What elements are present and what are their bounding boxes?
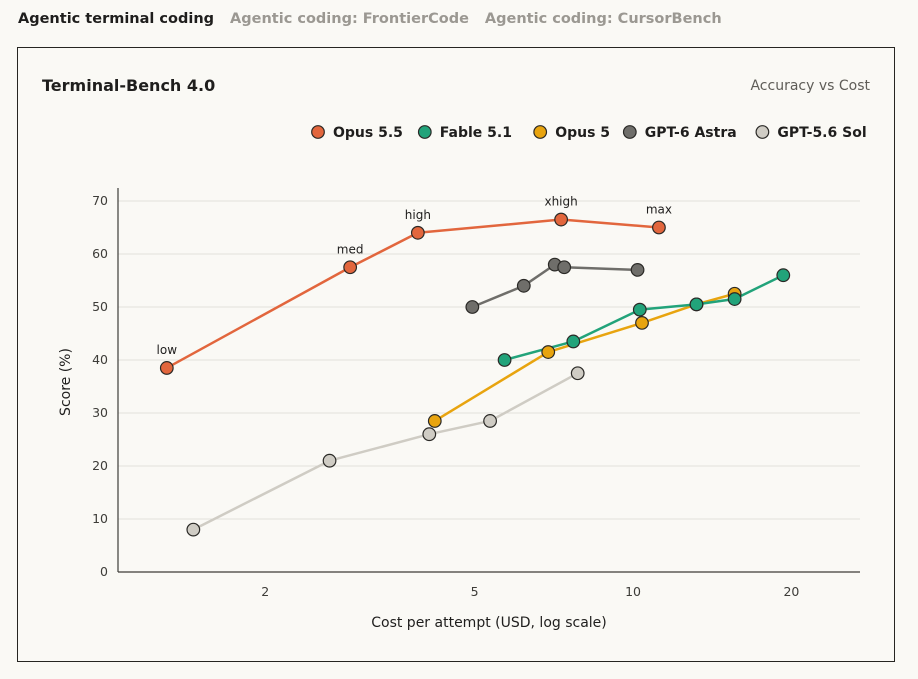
data-point bbox=[776, 268, 791, 283]
data-point bbox=[727, 292, 742, 306]
chart-title: Terminal-Bench 4.0 bbox=[42, 76, 216, 95]
data-point bbox=[689, 297, 704, 312]
legend-marker bbox=[417, 125, 432, 139]
y-tick-label: 60 bbox=[92, 246, 108, 261]
legend-marker bbox=[533, 125, 548, 139]
series-line bbox=[503, 273, 785, 362]
legend-label: Opus 5 bbox=[555, 125, 610, 141]
data-point bbox=[632, 302, 647, 317]
y-tick-label: 40 bbox=[92, 352, 108, 367]
legend-marker bbox=[311, 125, 325, 139]
data-point bbox=[343, 260, 358, 275]
data-point bbox=[570, 366, 585, 381]
point-annotation: low bbox=[157, 343, 178, 357]
data-point bbox=[635, 316, 649, 330]
data-point bbox=[541, 345, 556, 359]
tab-bar: Agentic terminal coding Agentic coding: … bbox=[18, 11, 722, 27]
x-tick-label: 20 bbox=[783, 584, 799, 599]
tab-agentic-coding-frontiercode[interactable]: Agentic coding: FrontierCode bbox=[230, 11, 469, 27]
data-point bbox=[557, 260, 572, 275]
series-line bbox=[192, 372, 579, 531]
point-annotation: high bbox=[405, 208, 431, 222]
chart-subtitle: Accuracy vs Cost bbox=[750, 78, 870, 94]
y-tick-label: 70 bbox=[92, 193, 108, 208]
legend-label: GPT-6 Astra bbox=[645, 125, 737, 141]
legend-label: Fable 5.1 bbox=[440, 125, 512, 141]
y-tick-label: 50 bbox=[92, 299, 108, 314]
data-point bbox=[465, 300, 480, 314]
data-point bbox=[322, 453, 337, 468]
data-point bbox=[516, 278, 531, 293]
tab-agentic-terminal-coding[interactable]: Agentic terminal coding bbox=[18, 11, 215, 27]
data-point bbox=[410, 225, 425, 240]
x-axis-label: Cost per attempt (USD, log scale) bbox=[371, 615, 607, 631]
data-point bbox=[554, 212, 569, 227]
legend-marker bbox=[622, 125, 637, 139]
point-annotation: max bbox=[646, 203, 672, 217]
data-point bbox=[422, 427, 437, 442]
data-point bbox=[427, 414, 442, 428]
chart-canvas: 0 10 20 30 40 50 60 70 2 5 10 20 Cost per attempt (U… bbox=[58, 125, 867, 631]
y-axis-label: Score (%) bbox=[58, 348, 74, 416]
y-tick-label: 20 bbox=[92, 458, 108, 473]
series-line bbox=[165, 218, 661, 370]
data-point bbox=[483, 414, 497, 428]
legend-label: GPT-5.6 Sol bbox=[777, 125, 866, 141]
x-tick-label: 5 bbox=[471, 584, 479, 599]
data-point bbox=[652, 220, 666, 235]
y-tick-label: 0 bbox=[100, 564, 108, 579]
data-point bbox=[186, 522, 201, 537]
point-annotation: med bbox=[337, 242, 364, 256]
data-point bbox=[630, 262, 645, 277]
x-tick-label: 10 bbox=[625, 584, 641, 599]
tab-agentic-coding-cursorbench[interactable]: Agentic coding: CursorBench bbox=[484, 11, 722, 27]
data-point bbox=[159, 361, 174, 375]
data-point bbox=[497, 353, 512, 367]
point-annotation: xhigh bbox=[544, 195, 577, 209]
chart-card: Terminal-Bench 4.0 Accuracy vs Cost 0 10 2… bbox=[17, 47, 895, 662]
y-tick-label: 10 bbox=[92, 511, 108, 526]
y-tick-label: 30 bbox=[92, 405, 108, 420]
data-point bbox=[566, 334, 581, 349]
x-tick-label: 2 bbox=[261, 584, 269, 599]
series-line bbox=[433, 292, 736, 423]
legend-marker bbox=[755, 125, 770, 139]
legend-label: Opus 5.5 bbox=[333, 125, 403, 141]
